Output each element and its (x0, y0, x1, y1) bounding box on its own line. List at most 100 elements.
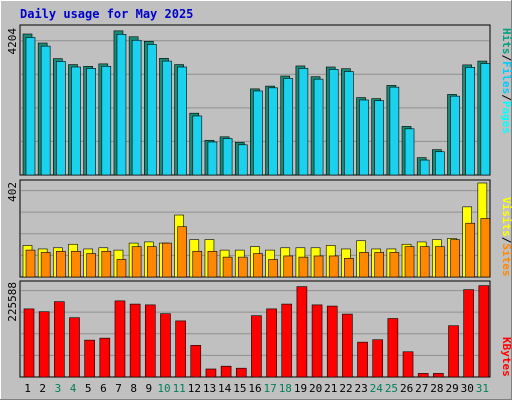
kbytes-bar-day-17 (266, 308, 277, 378)
visits-bar-sites-day-1 (25, 249, 36, 278)
visits-bar-sites-day-2 (40, 252, 51, 278)
x-tick-label-day-12: 12 (188, 382, 201, 395)
visits-bar-sites-day-6 (101, 250, 112, 278)
visits-bar-sites-day-21 (328, 255, 339, 278)
hits-bar-files-day-21 (328, 69, 339, 176)
visits-bar-sites-day-15 (237, 256, 248, 278)
kbytes-bar-day-25 (387, 318, 399, 378)
legend-visits: Visits (500, 197, 512, 237)
x-tick-label-day-29: 29 (445, 382, 458, 395)
hits-bar-files-day-4 (71, 66, 81, 176)
kbytes-bar-day-28 (433, 373, 444, 378)
legend-sep-3: / (500, 237, 512, 244)
kbytes-bar-day-31 (478, 285, 490, 378)
kbytes-bar-day-11 (175, 320, 186, 378)
visits-panel-legend: Visits/Sites (500, 197, 512, 277)
kbytes-bar-day-27 (417, 373, 429, 378)
legend-kbytes: KBytes (500, 337, 512, 377)
visits-bar-sites-day-19 (298, 256, 309, 278)
hits-bar-files-day-9 (146, 44, 157, 176)
x-tick-label-day-17: 17 (264, 382, 277, 395)
hits-bar-files-day-29 (450, 95, 460, 176)
visits-bar-sites-day-28 (435, 246, 445, 278)
x-tick-label-day-4: 4 (70, 382, 77, 395)
visits-bar-sites-day-3 (56, 250, 66, 278)
hits-bar-files-day-11 (177, 66, 187, 176)
kbytes-bar-day-14 (220, 365, 232, 378)
hits-bar-files-day-30 (465, 67, 475, 176)
legend-sep-1: / (500, 55, 512, 62)
x-tick-label-day-6: 6 (100, 382, 107, 395)
legend-files: Files (500, 61, 512, 94)
hits-panel-legend: Hits/Files/Pages (500, 28, 512, 134)
hits-bar-files-day-25 (389, 86, 400, 176)
hits-bar-files-day-5 (86, 68, 96, 176)
visits-bar-sites-day-7 (116, 259, 127, 278)
x-tick-label-day-10: 10 (157, 382, 170, 395)
x-tick-label-day-2: 2 (39, 382, 46, 395)
kbytes-bar-day-5 (84, 339, 95, 378)
chart-bars (22, 30, 491, 378)
hits-bar-files-day-12 (192, 115, 203, 176)
kbytes-bar-day-23 (357, 341, 368, 378)
x-tick-label-day-20: 20 (309, 382, 322, 395)
kbytes-bar-day-30 (463, 289, 474, 378)
chart-title: Daily usage for May 2025 (20, 7, 193, 21)
x-tick-label-day-31: 31 (476, 382, 489, 395)
hits-bar-files-day-1 (25, 37, 36, 176)
x-tick-label-day-23: 23 (355, 382, 368, 395)
x-tick-label-day-21: 21 (324, 382, 337, 395)
kbytes-bar-day-18 (281, 303, 293, 378)
hits-bar-files-day-28 (435, 151, 445, 176)
visits-bar-sites-day-14 (222, 256, 233, 278)
hits-bar-files-day-15 (237, 144, 248, 176)
kbytes-bar-day-24 (372, 339, 384, 378)
kbytes-bar-day-1 (23, 308, 35, 378)
hits-bar-files-day-3 (56, 61, 66, 176)
x-tick-label-day-19: 19 (294, 382, 307, 395)
hits-bar-files-day-27 (419, 159, 430, 176)
hits-bar-files-day-7 (116, 34, 127, 176)
visits-bar-sites-day-31 (480, 218, 491, 278)
kbytes-bar-day-16 (251, 315, 262, 378)
hits-bar-files-day-17 (268, 87, 278, 176)
visits-bar-sites-day-16 (253, 253, 263, 278)
hits-bar-files-day-14 (222, 138, 233, 176)
kbytes-axis-max-label: 225588 (6, 282, 19, 322)
kbytes-bar-day-4 (69, 317, 80, 378)
kbytes-bar-day-2 (38, 311, 50, 378)
kbytes-bar-day-13 (205, 368, 217, 378)
kbytes-bar-day-6 (99, 337, 111, 378)
hits-bar-files-day-20 (313, 78, 324, 176)
kbytes-bar-day-26 (402, 351, 414, 378)
visits-bar-sites-day-5 (86, 253, 96, 278)
visits-bar-sites-day-25 (389, 252, 400, 278)
kbytes-bar-day-20 (311, 304, 323, 378)
legend-sep-2: / (500, 94, 512, 101)
hits-bar-files-day-2 (40, 45, 51, 176)
kbytes-bar-day-15 (235, 367, 247, 378)
x-tick-label-day-25: 25 (385, 382, 398, 395)
x-tick-label-day-13: 13 (203, 382, 216, 395)
visits-bar-sites-day-24 (374, 252, 385, 278)
visits-bar-sites-day-26 (404, 246, 415, 278)
x-tick-label-day-30: 30 (461, 382, 474, 395)
hits-bar-files-day-18 (283, 78, 294, 176)
kbytes-bar-day-21 (326, 305, 338, 378)
kbytes-bar-day-8 (129, 303, 141, 378)
x-tick-label-day-7: 7 (115, 382, 122, 395)
hits-bar-files-day-10 (162, 60, 172, 176)
visits-bar-sites-day-4 (71, 250, 81, 278)
hits-bar-files-day-19 (298, 68, 309, 176)
visits-bar-sites-day-17 (268, 259, 278, 278)
x-tick-label-day-15: 15 (233, 382, 246, 395)
x-tick-label-day-28: 28 (430, 382, 443, 395)
visits-bar-sites-day-20 (313, 255, 324, 278)
x-tick-label-day-3: 3 (55, 382, 62, 395)
x-tick-label-day-24: 24 (370, 382, 384, 395)
hits-bar-files-day-26 (404, 128, 415, 176)
kbytes-bar-day-22 (342, 313, 353, 378)
visits-bar-sites-day-27 (419, 246, 430, 278)
